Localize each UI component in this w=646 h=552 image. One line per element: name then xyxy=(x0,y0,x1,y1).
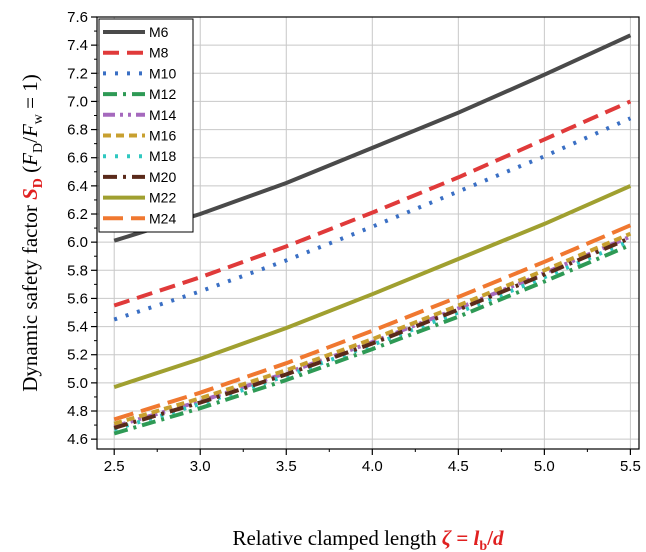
y-tick-label: 5.0 xyxy=(67,375,88,392)
plot-frame xyxy=(96,16,640,450)
x-tick-label: 3.0 xyxy=(190,458,211,475)
y-tick-label: 6.0 xyxy=(67,234,88,251)
series-line-M12 xyxy=(113,243,632,436)
y-tick-label: 6.2 xyxy=(67,206,88,223)
legend-label-M12: M12 xyxy=(149,86,176,102)
grid-lines xyxy=(97,16,639,449)
series-line-M16 xyxy=(113,231,632,426)
x-tick-label: 5.0 xyxy=(534,458,555,475)
x-tick-label: 4.0 xyxy=(362,458,383,475)
y-tick-label: 7.2 xyxy=(67,65,88,82)
y-tick-label: 4.6 xyxy=(67,431,88,448)
legend-label-M16: M16 xyxy=(149,128,176,144)
y-tick-label: 5.8 xyxy=(67,262,88,279)
y-tick-label: 6.6 xyxy=(67,150,88,167)
legend-label-M8: M8 xyxy=(149,45,169,61)
series-line-M24 xyxy=(113,223,632,422)
y-tick-label: 5.6 xyxy=(67,290,88,307)
legend: M6 M8 M10 M12 M14 M16 M18 M20 M22 M24 xyxy=(98,18,194,233)
y-axis-title: Dynamic safety factor SD (FD/Fw = 1) xyxy=(18,74,46,392)
y-tick-label: 4.8 xyxy=(67,403,88,420)
legend-label-M14: M14 xyxy=(149,107,176,123)
legend-label-M10: M10 xyxy=(149,65,176,81)
legend-label-M20: M20 xyxy=(149,169,176,185)
legend-label-M24: M24 xyxy=(149,210,176,226)
x-tick-label: 2.5 xyxy=(104,458,125,475)
legend-label-M18: M18 xyxy=(149,148,176,164)
y-tick-label: 7.0 xyxy=(67,93,88,110)
legend-label-M6: M6 xyxy=(149,24,169,40)
y-tick-label: 7.4 xyxy=(67,37,88,54)
series-line-M8 xyxy=(113,99,632,308)
series-line-M22 xyxy=(113,184,632,390)
y-tick-label: 6.4 xyxy=(67,178,88,195)
y-tick-label: 5.4 xyxy=(67,319,88,336)
y-tick-label: 5.2 xyxy=(67,347,88,364)
x-axis-title: Relative clamped length ζ = lb/d xyxy=(232,526,504,552)
legend-label-M22: M22 xyxy=(149,190,176,206)
x-tick-label: 5.5 xyxy=(620,458,641,475)
series-lines xyxy=(113,33,632,436)
axis-ticks: 2.5 3.0 3.5 4.0 4.5 5.0 5.5 4.6 4.8 5.0 5.2 5.4 5.6 5… xyxy=(67,9,641,475)
x-tick-label: 4.5 xyxy=(448,458,469,475)
series-line-M18 xyxy=(113,238,632,432)
series-line-M6 xyxy=(113,33,632,243)
x-tick-label: 3.5 xyxy=(276,458,297,475)
series-line-M20 xyxy=(113,236,632,430)
y-tick-label: 7.6 xyxy=(67,9,88,26)
y-tick-label: 6.8 xyxy=(67,122,88,139)
